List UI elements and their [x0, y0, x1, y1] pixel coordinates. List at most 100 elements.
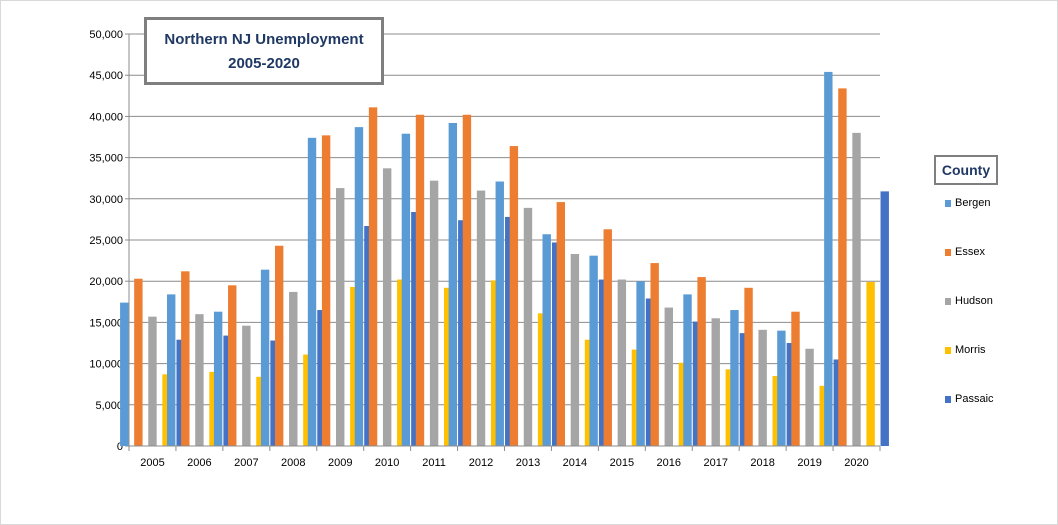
bar-hudson-2006 [195, 314, 204, 446]
bar-essex-2013 [509, 146, 519, 446]
bar-hudson-2007 [242, 325, 251, 446]
bar-passaic-2007 [270, 340, 279, 446]
bar-morris-2008 [303, 354, 312, 446]
legend-item: Hudson [945, 294, 1045, 343]
bar-passaic-2006 [223, 335, 232, 446]
legend-item: Morris [945, 343, 1045, 392]
y-tick-label: 45,000 [89, 70, 123, 82]
bar-hudson-2019 [805, 348, 814, 446]
bar-essex-2009 [321, 135, 331, 447]
bar-passaic-2018 [786, 343, 796, 446]
bar-passaic-2012 [505, 216, 514, 446]
bar-hudson-2016 [664, 307, 673, 446]
y-tick-label: 10,000 [89, 359, 123, 371]
bar-bergen-2011 [401, 133, 411, 447]
x-tick-label: 2016 [657, 457, 681, 469]
bar-bergen-2005 [120, 302, 129, 446]
bar-essex-2006 [181, 271, 190, 446]
x-tick-label: 2012 [469, 457, 493, 469]
bar-hudson-2005 [148, 316, 157, 446]
legend-label: Morris [955, 344, 986, 356]
bar-bergen-2012 [448, 122, 458, 446]
y-tick-label: 25,000 [89, 235, 123, 247]
y-tick-label: 0 [117, 441, 123, 453]
bar-bergen-2018 [730, 310, 739, 446]
x-tick-label: 2009 [328, 457, 352, 469]
legend-label: Essex [955, 246, 985, 258]
bar-essex-2010 [368, 107, 378, 446]
bar-bergen-2006 [167, 294, 176, 446]
y-tick-label: 15,000 [89, 317, 123, 329]
bar-passaic-2019 [833, 359, 842, 446]
bar-morris-2011 [443, 287, 453, 446]
bar-morris-2013 [537, 313, 547, 446]
bar-passaic-2017 [739, 333, 749, 446]
y-tick-label: 20,000 [89, 276, 123, 288]
bar-hudson-2014 [570, 254, 580, 446]
chart-subtitle: 2005-2020 [228, 55, 300, 72]
bar-passaic-2013 [551, 242, 561, 446]
bar-hudson-2018 [758, 329, 767, 446]
legend-label: Hudson [955, 295, 993, 307]
bar-bergen-2009 [307, 137, 317, 446]
bar-bergen-2019 [777, 330, 786, 446]
x-tick-label: 2015 [610, 457, 634, 469]
bar-passaic-2015 [645, 298, 655, 446]
bar-passaic-2011 [458, 220, 467, 446]
bar-bergen-2010 [354, 127, 364, 446]
legend-title: County [934, 155, 998, 185]
legend-swatch [945, 249, 951, 256]
bar-hudson-2008 [289, 291, 298, 446]
bar-morris-2009 [350, 286, 359, 446]
bar-morris-2015 [631, 349, 641, 446]
x-tick-label: 2013 [516, 457, 540, 469]
x-tick-label: 2019 [797, 457, 821, 469]
bar-hudson-2010 [382, 168, 392, 446]
bar-essex-2019 [791, 311, 800, 446]
y-tick-label: 40,000 [89, 111, 123, 123]
x-tick-label: 2005 [140, 457, 164, 469]
bar-essex-2011 [415, 114, 425, 446]
bar-passaic-2008 [317, 310, 326, 446]
bar-essex-2008 [274, 245, 284, 446]
bar-passaic-2016 [692, 321, 702, 446]
x-tick-label: 2018 [750, 457, 774, 469]
x-tick-label: 2014 [563, 457, 587, 469]
x-tick-label: 2008 [281, 457, 305, 469]
chart-title: Northern NJ Unemployment [164, 31, 364, 48]
legend-label: Passaic [955, 393, 994, 405]
legend-swatch [945, 200, 951, 207]
bar-passaic-2020 [880, 191, 889, 446]
chart-title-box: Northern NJ Unemployment 2005-2020 [144, 17, 384, 85]
bar-bergen-2013 [495, 181, 504, 446]
bar-bergen-2015 [589, 255, 598, 446]
bar-bergen-2008 [260, 269, 270, 446]
bar-passaic-2010 [411, 211, 420, 446]
bar-passaic-2005 [176, 339, 185, 446]
bar-hudson-2009 [336, 188, 345, 446]
y-tick-label: 50,000 [89, 29, 123, 41]
bar-morris-2006 [209, 371, 218, 446]
legend-swatch [945, 298, 951, 305]
bar-morris-2017 [725, 369, 735, 446]
legend-item: Essex [945, 245, 1045, 294]
bar-morris-2018 [772, 375, 781, 446]
bar-bergen-2020 [824, 71, 833, 447]
bar-essex-2017 [697, 277, 706, 446]
bar-essex-2005 [134, 278, 143, 446]
bar-hudson-2011 [429, 180, 439, 446]
legend-swatch [945, 396, 951, 403]
bar-morris-2012 [490, 280, 500, 446]
bar-essex-2012 [462, 114, 472, 446]
bar-essex-2007 [228, 285, 237, 446]
x-tick-label: 2006 [187, 457, 211, 469]
bar-morris-2007 [256, 376, 265, 446]
legend: Bergen Essex Hudson Morris Passaic [945, 196, 1045, 441]
bar-morris-2014 [584, 339, 594, 446]
bar-hudson-2020 [852, 132, 861, 446]
bar-bergen-2007 [213, 311, 223, 446]
legend-swatch [945, 347, 951, 354]
bar-morris-2010 [397, 279, 406, 446]
y-tick-label: 30,000 [89, 194, 123, 206]
